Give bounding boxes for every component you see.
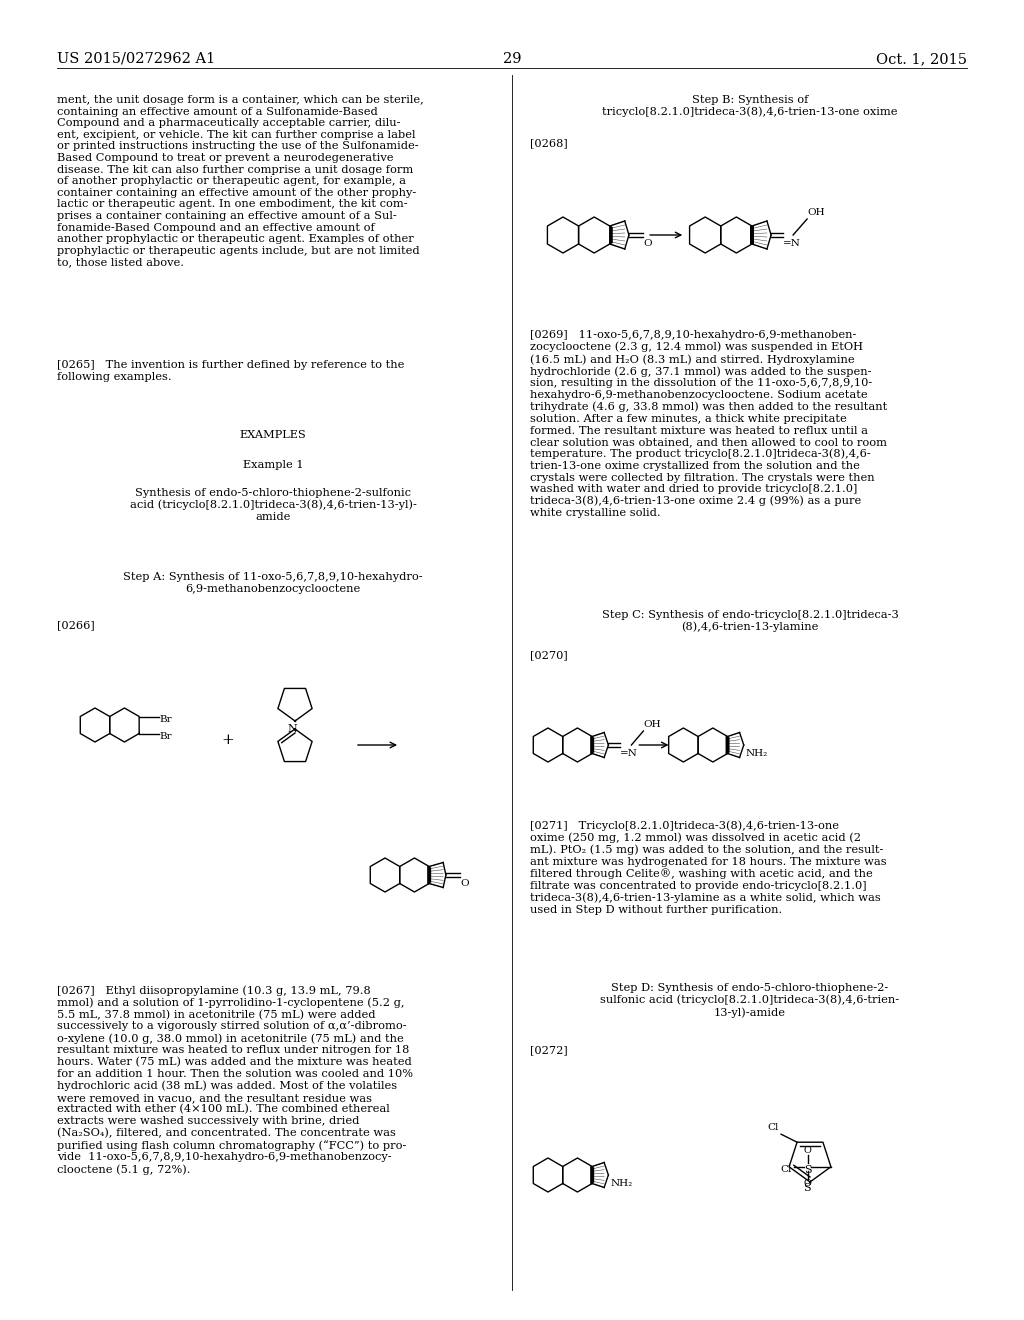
- Text: Synthesis of endo-5-chloro-thiophene-2-sulfonic
acid (tricyclo[8.2.1.0]trideca-3: Synthesis of endo-5-chloro-thiophene-2-s…: [130, 488, 417, 521]
- Polygon shape: [590, 1166, 594, 1184]
- Text: O: O: [643, 239, 651, 248]
- Polygon shape: [427, 866, 431, 884]
- Polygon shape: [609, 224, 612, 246]
- Polygon shape: [750, 226, 754, 244]
- Text: [0272]: [0272]: [530, 1045, 567, 1055]
- Text: S: S: [803, 1183, 811, 1193]
- Text: =N: =N: [621, 748, 638, 758]
- Text: Step D: Synthesis of endo-5-chloro-thiophene-2-
sulfonic acid (tricyclo[8.2.1.0]: Step D: Synthesis of endo-5-chloro-thiop…: [600, 983, 899, 1018]
- Text: [0266]: [0266]: [57, 620, 95, 630]
- Text: US 2015/0272962 A1: US 2015/0272962 A1: [57, 51, 215, 66]
- Text: NH₂: NH₂: [745, 748, 768, 758]
- Text: 29: 29: [503, 51, 521, 66]
- Text: Example 1: Example 1: [243, 459, 303, 470]
- Text: [0265]   The invention is further defined by reference to the
following examples: [0265] The invention is further defined …: [57, 360, 404, 381]
- Text: O: O: [460, 879, 469, 888]
- Text: Step C: Synthesis of endo-tricyclo[8.2.1.0]trideca-3
(8),4,6-trien-13-ylamine: Step C: Synthesis of endo-tricyclo[8.2.1…: [602, 610, 898, 632]
- Text: [0271]   Tricyclo[8.2.1.0]trideca-3(8),4,6-trien-13-one
oxime (250 mg, 1.2 mmol): [0271] Tricyclo[8.2.1.0]trideca-3(8),4,6…: [530, 820, 887, 915]
- Text: Cl: Cl: [768, 1123, 779, 1133]
- Text: Oct. 1, 2015: Oct. 1, 2015: [876, 51, 967, 66]
- Text: Br: Br: [159, 733, 172, 741]
- Text: [0269]   11-oxo-5,6,7,8,9,10-hexahydro-6,9-methanoben-
zocyclooctene (2.3 g, 12.: [0269] 11-oxo-5,6,7,8,9,10-hexahydro-6,9…: [530, 330, 887, 517]
- Text: ment, the unit dosage form is a container, which can be sterile,
containing an e: ment, the unit dosage form is a containe…: [57, 95, 424, 268]
- Text: Step B: Synthesis of
tricyclo[8.2.1.0]trideca-3(8),4,6-trien-13-one oxime: Step B: Synthesis of tricyclo[8.2.1.0]tr…: [602, 95, 898, 117]
- Polygon shape: [726, 735, 729, 755]
- Text: EXAMPLES: EXAMPLES: [240, 430, 306, 440]
- Text: N: N: [287, 723, 297, 734]
- Text: [0270]: [0270]: [530, 649, 567, 660]
- Text: [0267]   Ethyl diisopropylamine (10.3 g, 13.9 mL, 79.8
mmol) and a solution of 1: [0267] Ethyl diisopropylamine (10.3 g, 1…: [57, 985, 413, 1175]
- Text: S: S: [804, 1164, 812, 1175]
- Text: OH: OH: [643, 719, 662, 729]
- Text: OH: OH: [807, 209, 824, 216]
- Text: O: O: [804, 1146, 812, 1155]
- Text: O: O: [804, 1179, 812, 1188]
- Text: Cl: Cl: [780, 1166, 792, 1175]
- Polygon shape: [590, 735, 594, 755]
- Text: Br: Br: [159, 715, 172, 723]
- Text: NH₂: NH₂: [610, 1179, 633, 1188]
- Text: Step A: Synthesis of 11-oxo-5,6,7,8,9,10-hexahydro-
6,9-methanobenzocyclooctene: Step A: Synthesis of 11-oxo-5,6,7,8,9,10…: [123, 572, 423, 594]
- Text: +: +: [221, 733, 234, 747]
- Text: [0268]: [0268]: [530, 139, 567, 148]
- Text: =N: =N: [783, 239, 801, 248]
